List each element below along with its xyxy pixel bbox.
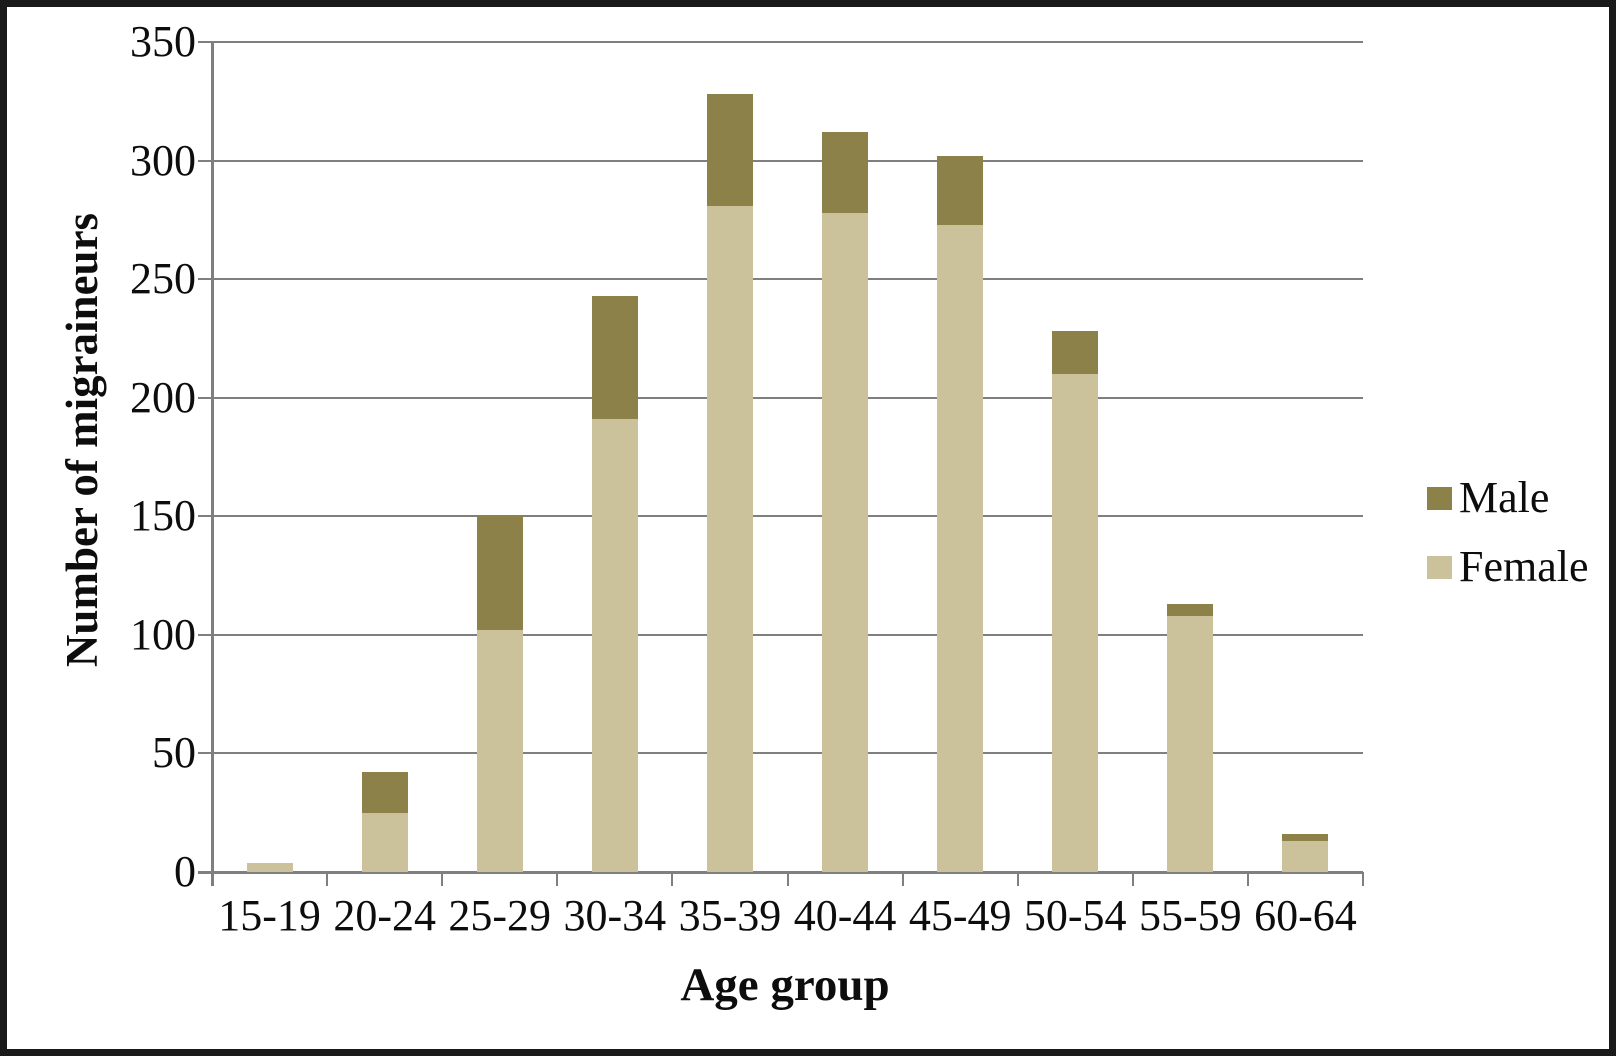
bar-segment-female [246, 862, 293, 872]
gridline [212, 396, 1363, 399]
y-axis-tick [198, 278, 212, 281]
bar-segment-female [361, 812, 408, 872]
x-axis-tick-label: 40-44 [793, 891, 897, 940]
bar-segment-female [937, 224, 984, 872]
y-axis-tick-label: 50 [152, 728, 196, 778]
y-axis-tick-label: 200 [130, 372, 196, 422]
x-axis-title: Age group [680, 959, 890, 1011]
x-axis-tick-label: 15-19 [218, 891, 321, 940]
bar-segment-male [937, 155, 984, 225]
gridline [212, 278, 1363, 281]
bar-segment-male [706, 94, 753, 206]
y-axis-tick [198, 396, 212, 399]
x-axis-tick [1246, 872, 1249, 886]
x-axis-tick [786, 872, 789, 886]
bar-segment-female [476, 630, 523, 872]
y-axis-tick-label: 350 [130, 17, 196, 66]
y-axis-tick [198, 633, 212, 636]
x-axis-tick [1016, 872, 1019, 886]
x-axis-tick [441, 872, 444, 886]
bar-segment-female [822, 212, 869, 872]
bar-segment-male [361, 772, 408, 813]
bar-segment-male [1167, 604, 1214, 616]
y-axis-tick-label: 300 [130, 135, 196, 185]
bar-segment-male [1282, 834, 1329, 842]
x-axis-tick [211, 872, 213, 886]
x-axis-tick-label: 25-29 [448, 891, 552, 940]
y-axis-tick-label: 0 [174, 847, 196, 896]
legend-item-male: Male [1427, 474, 1549, 522]
x-axis-tick-label: 30-34 [563, 891, 667, 940]
y-axis-tick [198, 515, 212, 518]
gridline [212, 633, 1363, 636]
x-axis-tick-label: 60-64 [1254, 891, 1357, 940]
y-axis-tick [198, 752, 212, 755]
x-axis-tick-label: 55-59 [1139, 891, 1242, 940]
y-axis-tick-label: 250 [130, 254, 196, 304]
bar-segment-male [822, 132, 869, 213]
gridline [212, 159, 1363, 162]
bar-segment-female [1167, 615, 1214, 872]
bar-segment-male [591, 295, 638, 420]
x-axis-tick [1131, 872, 1134, 886]
bar-segment-female [1052, 374, 1099, 872]
legend-swatch-female [1427, 555, 1452, 579]
x-axis-tick-label: 50-54 [1023, 891, 1127, 940]
bar-segment-female [591, 419, 638, 872]
legend-item-female: Female [1427, 543, 1589, 591]
y-axis-tick-label: 100 [130, 609, 196, 659]
legend-label-male: Male [1459, 473, 1550, 522]
x-axis-tick-label: 45-49 [908, 891, 1012, 940]
legend-swatch-male [1427, 486, 1452, 510]
x-axis-tick [1362, 872, 1364, 886]
x-axis-tick-label: 35-39 [678, 891, 782, 940]
bar-segment-female [1282, 841, 1329, 872]
gridline [212, 752, 1363, 755]
x-axis-tick [671, 872, 674, 886]
x-axis-line [198, 871, 1363, 874]
y-axis-line [211, 42, 214, 886]
y-axis-tick-label: 150 [130, 491, 196, 541]
legend-label-female: Female [1459, 542, 1589, 591]
gridline [212, 515, 1363, 518]
x-axis-tick [901, 872, 904, 886]
x-axis-tick [556, 872, 559, 886]
y-axis-tick [198, 41, 212, 43]
x-axis-tick [326, 872, 329, 886]
x-axis-tick-label: 20-24 [333, 891, 436, 940]
bar-segment-male [1052, 331, 1099, 374]
bar-segment-female [706, 205, 753, 872]
gridline [212, 41, 1363, 43]
bar-segment-male [476, 516, 523, 631]
y-axis-tick [198, 159, 212, 162]
